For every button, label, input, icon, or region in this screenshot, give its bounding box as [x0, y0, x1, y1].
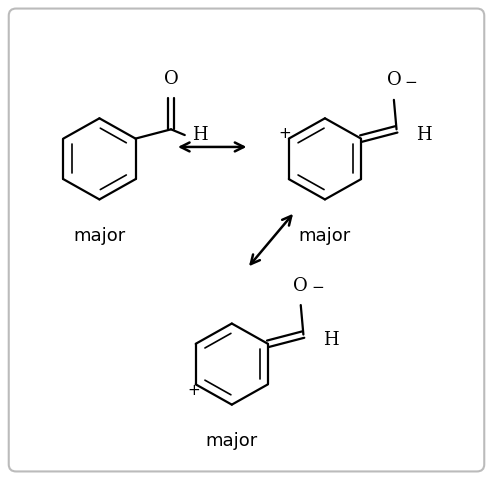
FancyBboxPatch shape: [9, 9, 484, 471]
Text: H: H: [416, 126, 432, 144]
Text: major: major: [73, 227, 126, 245]
Text: −: −: [312, 280, 324, 295]
Text: O: O: [293, 276, 308, 295]
Text: −: −: [405, 75, 418, 90]
Text: H: H: [192, 126, 208, 144]
Text: +: +: [279, 126, 291, 141]
Text: major: major: [206, 432, 258, 450]
Text: O: O: [387, 72, 401, 89]
Text: O: O: [164, 70, 178, 88]
Text: +: +: [187, 383, 200, 397]
Text: major: major: [299, 227, 351, 245]
Text: H: H: [323, 331, 339, 349]
